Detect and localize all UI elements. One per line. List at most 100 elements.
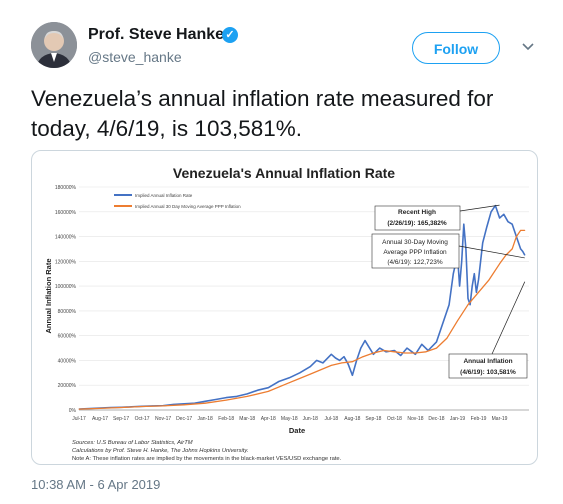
point-implied	[490, 211, 492, 213]
point-implied	[351, 374, 353, 376]
legend-label-moving-avg: Implied Annual 30 Day Moving Average PPP…	[135, 204, 241, 209]
point-implied	[267, 387, 269, 389]
point-implied	[507, 221, 509, 223]
point-implied	[385, 351, 387, 353]
point-moving-avg	[120, 407, 122, 409]
point-implied	[183, 403, 185, 405]
avatar[interactable]	[31, 22, 77, 68]
annotation-annual-inflation: Annual Inflation (4/6/19): 103,581%	[448, 353, 528, 379]
point-implied	[347, 363, 349, 365]
point-moving-avg	[383, 350, 385, 352]
point-moving-avg	[478, 291, 480, 293]
point-implied	[465, 248, 467, 250]
y-tick-label: 40000%	[58, 358, 77, 364]
author-name[interactable]: Prof. Steve Hanke	[88, 26, 225, 43]
point-moving-avg	[499, 263, 501, 265]
point-moving-avg	[425, 351, 427, 353]
y-tick-label: 60000%	[58, 334, 77, 340]
point-moving-avg	[515, 236, 517, 238]
point-implied	[473, 273, 475, 275]
point-implied	[503, 213, 505, 215]
point-implied	[406, 347, 408, 349]
annotation-text: (4/6/19): 103,581%	[460, 369, 516, 376]
point-implied	[360, 347, 362, 349]
x-tick-label: Feb-19	[471, 416, 487, 422]
author-handle[interactable]: @steve_hanke	[88, 49, 182, 65]
point-implied	[278, 381, 280, 383]
annotation-text: Annual 30-Day Moving	[382, 239, 448, 246]
tweet-timestamp[interactable]: 10:38 AM - 6 Apr 2019	[31, 477, 161, 492]
annotation-arrow	[491, 281, 526, 355]
x-tick-label: Nov-17	[155, 416, 171, 422]
point-implied	[480, 260, 482, 262]
point-implied	[335, 357, 337, 359]
source-line: Note A: These inflation rates are implie…	[72, 456, 342, 462]
x-tick-label: Oct-17	[135, 416, 150, 422]
point-moving-avg	[246, 395, 248, 397]
annotation-box	[448, 353, 528, 379]
annotation-text: (4/6/19): 122,723%	[387, 259, 443, 266]
tweet-text: Venezuela’s annual inflation rate measur…	[31, 86, 494, 141]
point-moving-avg	[204, 402, 206, 404]
point-implied	[440, 328, 442, 330]
point-moving-avg	[524, 229, 526, 231]
point-implied	[471, 285, 473, 287]
point-implied	[452, 273, 454, 275]
follow-button[interactable]: Follow	[412, 32, 500, 64]
point-moving-avg	[225, 399, 227, 401]
chart-legend: Implied Annual Inflation Rate Implied An…	[114, 193, 241, 209]
point-moving-avg	[362, 356, 364, 358]
point-implied	[511, 223, 513, 225]
annotation-box	[371, 233, 460, 269]
point-moving-avg	[309, 373, 311, 375]
point-implied	[520, 248, 522, 250]
chart-series	[78, 204, 526, 410]
point-implied	[322, 362, 324, 364]
series-line-moving-avg	[78, 229, 525, 410]
x-tick-label: Sep-17	[113, 416, 129, 422]
point-implied	[299, 372, 301, 374]
y-tick-label: 20000%	[58, 383, 77, 389]
chart-image[interactable]: Venezuela's Annual Inflation Rate Annual…	[31, 150, 538, 465]
chevron-down-icon[interactable]	[518, 36, 538, 56]
point-implied	[364, 340, 366, 342]
point-moving-avg	[488, 279, 490, 281]
point-implied	[459, 285, 461, 287]
point-implied	[330, 353, 332, 355]
avatar-photo	[31, 22, 77, 68]
inflation-chart: Venezuela's Annual Inflation Rate Annual…	[44, 165, 529, 462]
x-tick-label: Jan-19	[450, 416, 466, 422]
annotation-text: Annual Inflation	[463, 358, 512, 365]
point-implied	[372, 353, 374, 355]
x-axis-label: Date	[289, 426, 305, 435]
chart-title: Venezuela's Annual Inflation Rate	[173, 165, 395, 181]
point-implied	[236, 395, 238, 397]
y-tick-label: 100000%	[55, 284, 77, 290]
point-implied	[393, 350, 395, 352]
point-implied	[482, 242, 484, 244]
point-implied	[204, 400, 206, 402]
verified-badge-icon: ✓	[222, 27, 238, 43]
x-tick-label: Feb-18	[218, 416, 234, 422]
point-implied	[309, 366, 311, 368]
point-implied	[461, 260, 463, 262]
x-tick-labels: Jul-17 Aug-17 Sep-17 Oct-17 Nov-17 Dec-17 Jan-…	[72, 416, 508, 422]
point-implied	[524, 254, 526, 256]
y-tick-label: 140000%	[55, 235, 77, 241]
annotation-arrow	[459, 204, 500, 212]
point-moving-avg	[267, 390, 269, 392]
source-line: Sources: U.S Bureau of Labor Statistics,…	[72, 440, 193, 446]
x-tick-label: Dec-17	[176, 416, 192, 422]
point-implied	[339, 359, 341, 361]
x-tick-label: Sep-18	[365, 416, 381, 422]
point-moving-avg	[435, 347, 437, 349]
point-implied	[486, 226, 488, 228]
point-implied	[215, 398, 217, 400]
x-tick-label: Mar-18	[239, 416, 255, 422]
point-implied	[469, 304, 471, 306]
annotation-moving-average: Annual 30-Day Moving Average PPP Inflati…	[371, 233, 460, 269]
point-moving-avg	[141, 406, 143, 408]
point-moving-avg	[457, 320, 459, 322]
point-implied	[522, 250, 524, 252]
y-tick-label: 120000%	[55, 259, 77, 265]
